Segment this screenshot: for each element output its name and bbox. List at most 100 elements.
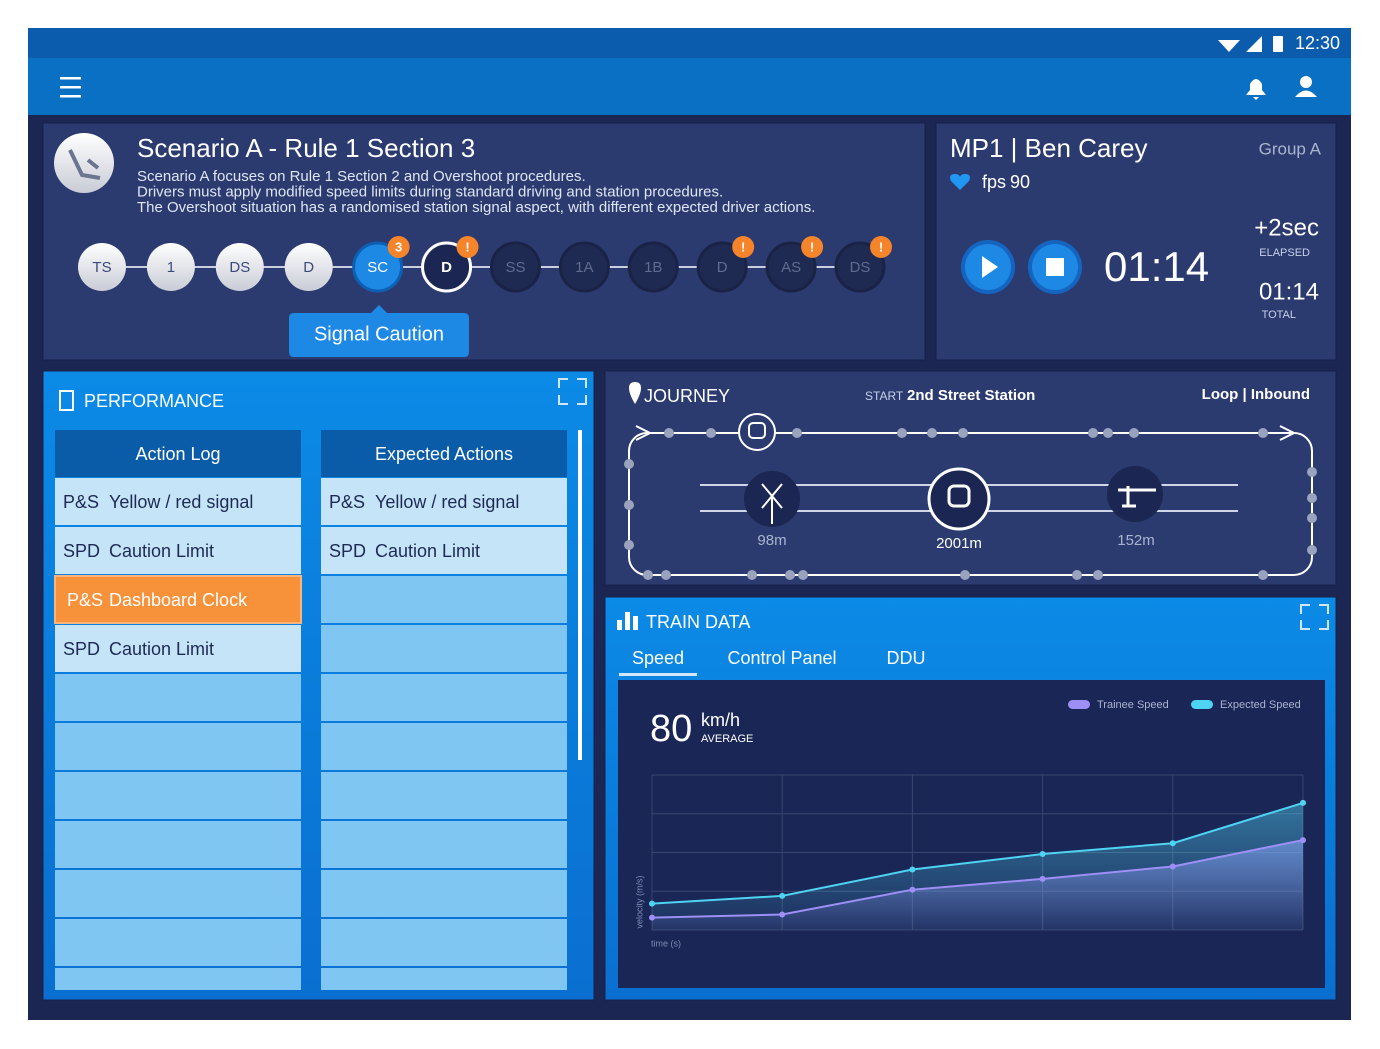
step[interactable] [558, 241, 610, 293]
tab[interactable]: DDU [887, 648, 926, 668]
player-panel [935, 122, 1337, 361]
driver-icon [68, 149, 101, 180]
legend-label: Expected Speed [1220, 699, 1301, 711]
track-stop [1072, 570, 1082, 580]
track-stop [706, 428, 716, 438]
table-header-text: Expected Actions [375, 444, 513, 464]
step-badge-text: 3 [395, 239, 402, 254]
step[interactable] [696, 241, 748, 293]
route: Loop | Inbound [1202, 386, 1310, 403]
average-value: 80 [650, 708, 692, 750]
tab[interactable]: Control Panel [727, 648, 836, 668]
step-label: 1B [644, 259, 662, 276]
tabs: Speed Control Panel DDU [619, 648, 926, 676]
train-data-icon [617, 612, 638, 630]
profile-button[interactable] [1295, 76, 1317, 97]
table-row[interactable] [54, 575, 302, 624]
marker-distance: 2001m [936, 535, 982, 552]
table-row [321, 821, 567, 868]
table-row[interactable] [321, 478, 567, 525]
x-axis-label: time (s) [651, 938, 681, 948]
track-stop [785, 570, 795, 580]
step[interactable] [834, 241, 886, 293]
step-label: DS [229, 259, 250, 276]
step[interactable] [489, 241, 541, 293]
table-row[interactable] [321, 527, 567, 574]
row-text: Yellow / red signal [109, 492, 253, 512]
step-badge-text: ! [879, 239, 883, 254]
crossing-icon [1118, 486, 1156, 508]
step-badge [456, 236, 479, 258]
track-stop [661, 570, 671, 580]
notifications-button[interactable] [1246, 79, 1266, 100]
tab[interactable]: Speed [632, 648, 684, 668]
table-row [55, 968, 301, 990]
driver-avatar [54, 133, 114, 193]
step-label: DS [850, 259, 871, 276]
average-unit: km/h [701, 710, 740, 730]
step[interactable] [78, 243, 126, 291]
fps-label: fps [982, 172, 1006, 192]
step[interactable] [421, 241, 473, 293]
scenario-description: Scenario A focuses on Rule 1 Section 2 a… [137, 168, 815, 216]
table-row [321, 919, 567, 966]
wifi-icon [1218, 40, 1240, 52]
step[interactable] [765, 241, 817, 293]
track-stop [897, 428, 907, 438]
table-row [321, 674, 567, 721]
table-row [321, 625, 567, 672]
step[interactable] [627, 241, 679, 293]
track-stop [798, 570, 808, 580]
row-code: P&S [67, 590, 103, 610]
track-stop [1103, 428, 1113, 438]
series-line [651, 801, 1304, 905]
performance-title: PERFORMANCE [84, 391, 224, 411]
step[interactable] [284, 243, 333, 291]
tooltip-text: Signal Caution [314, 323, 444, 345]
step[interactable] [352, 241, 404, 293]
start-station: 2nd Street Station [907, 387, 1035, 404]
track-stop [1307, 513, 1317, 523]
pin-icon [629, 382, 641, 404]
elapsed-label: ELAPSED [1259, 247, 1310, 259]
tables: Action Log P&S Yellow / red signal SPD Cauti… [54, 430, 567, 990]
expand-button[interactable] [558, 378, 587, 405]
row-code: P&S [329, 492, 365, 512]
tab-indicator [619, 673, 697, 676]
row-code: SPD [63, 639, 100, 659]
step-label: 1A [575, 259, 593, 276]
table-row[interactable] [55, 478, 301, 525]
train-position [738, 413, 776, 451]
play-icon [982, 256, 998, 278]
table-row[interactable] [55, 625, 301, 672]
group: Group A [1259, 139, 1322, 158]
step-badge [870, 236, 892, 258]
step[interactable] [215, 243, 264, 291]
series-area [652, 802, 1303, 930]
track-stop [1093, 570, 1103, 580]
station-icon [947, 484, 971, 508]
data-point [1039, 851, 1046, 858]
train-data-title: TRAIN DATA [646, 612, 750, 632]
step-label: SS [505, 259, 525, 276]
table-row [321, 723, 567, 770]
scrollbar[interactable] [578, 430, 582, 760]
direction-arrows [635, 425, 1297, 441]
journey-title: JOURNEY [644, 386, 730, 406]
crossing-marker [1107, 466, 1163, 522]
table-row[interactable] [55, 527, 301, 574]
expand-button[interactable] [1300, 604, 1329, 630]
marker-distance: 98m [757, 532, 786, 549]
description-line: Scenario A focuses on Rule 1 Section 2 a… [137, 168, 586, 185]
step-label: 1 [167, 259, 175, 276]
step-badge-text: ! [741, 239, 745, 254]
row-text: Caution Limit [109, 639, 214, 659]
menu-button[interactable] [60, 77, 81, 98]
track-stop [1129, 428, 1139, 438]
row-text: Caution Limit [109, 541, 214, 561]
table-header [321, 430, 567, 477]
total-label: TOTAL [1262, 309, 1296, 321]
signal-icon [761, 483, 783, 524]
step-label: D [717, 259, 728, 276]
step[interactable] [146, 243, 195, 291]
